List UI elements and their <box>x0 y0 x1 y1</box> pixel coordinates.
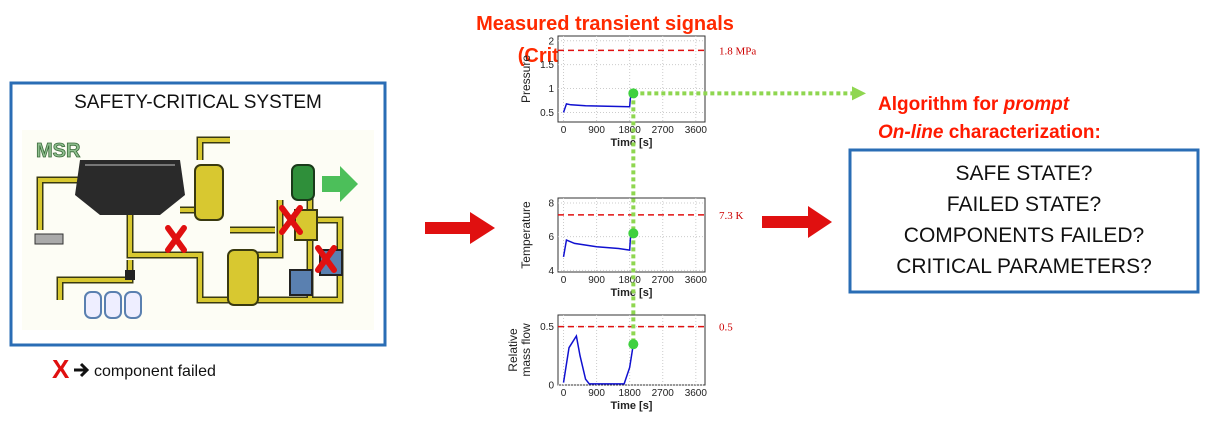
y-axis-label: Relative <box>506 328 520 372</box>
x-tick-label: 1800 <box>619 125 642 136</box>
flow-arrow <box>762 206 832 238</box>
y-tick-label: 1.5 <box>540 60 554 71</box>
signal-line <box>562 92 634 113</box>
x-tick-label: 2700 <box>652 388 675 399</box>
connector-head <box>852 86 866 101</box>
question: COMPONENTS FAILED? <box>904 224 1144 247</box>
x-tick-label: 3600 <box>685 275 708 286</box>
y-axis-label: Pressure <box>519 55 533 103</box>
y-tick-label: 8 <box>548 199 554 210</box>
x-tick-label: 900 <box>588 275 605 286</box>
threshold-label: 0.5 <box>719 322 733 334</box>
current-point <box>628 88 639 99</box>
flow-arrow <box>425 212 495 244</box>
x-tick-label: 0 <box>561 388 567 399</box>
heading-run: characterization: <box>943 122 1100 143</box>
signals-title: Measured transient signals <box>476 13 734 35</box>
heading-run: prompt <box>1003 94 1070 115</box>
question: CRITICAL PARAMETERS? <box>896 255 1152 278</box>
signal-line <box>562 333 635 385</box>
y-tick-label: 0.5 <box>540 108 554 119</box>
y-tick-label: 0.5 <box>540 322 554 333</box>
x-tick-label: 1800 <box>619 275 642 286</box>
x-tick-label: 900 <box>588 388 605 399</box>
question: SAFE STATE? <box>956 162 1093 185</box>
x-tick-label: 2700 <box>652 275 675 286</box>
heading-run: On-line <box>878 122 944 143</box>
x-tick-label: 3600 <box>685 125 708 136</box>
signal-line <box>562 232 634 257</box>
y-axis-label: Temperature <box>519 201 533 269</box>
x-axis-label: Time [s] <box>611 400 653 412</box>
y-tick-label: 1 <box>548 84 554 95</box>
x-tick-label: 1800 <box>619 388 642 399</box>
charts: 0 900 1800 2700 3600 0.5 1 1.5 2 Time [s] Pressure… <box>506 35 866 412</box>
legend-arrow <box>74 362 90 378</box>
legend-symbol: X <box>52 354 70 384</box>
system-title: SAFETY-CRITICAL SYSTEM <box>74 92 322 113</box>
x-tick-label: 0 <box>561 275 567 286</box>
threshold-label: 7.3 K <box>719 210 744 222</box>
plant-illustration: MSR <box>22 130 374 330</box>
plant-label: MSR <box>36 140 81 162</box>
y-axis-label: mass flow <box>519 323 533 377</box>
threshold-label: 1.8 MPa <box>719 45 756 57</box>
question-box <box>848 148 1200 294</box>
y-tick-label: 6 <box>548 232 554 243</box>
x-tick-label: 900 <box>588 125 605 136</box>
x-tick-label: 0 <box>561 125 567 136</box>
y-tick-label: 2 <box>548 36 554 47</box>
x-tick-label: 3600 <box>685 388 708 399</box>
question-list: SAFE STATE? FAILED STATE? COMPONENTS FAILE… <box>896 162 1152 278</box>
current-point <box>628 339 639 350</box>
current-point <box>628 228 639 239</box>
legend-text: component failed <box>94 363 216 380</box>
heading-run: Algorithm for <box>878 94 1004 115</box>
y-tick-label: 4 <box>548 266 554 277</box>
x-tick-label: 2700 <box>652 125 675 136</box>
y-tick-label: 0 <box>548 381 554 392</box>
question: FAILED STATE? <box>947 193 1101 216</box>
algorithm-heading: Algorithm for prompt On-line characteriza… <box>878 94 1101 143</box>
